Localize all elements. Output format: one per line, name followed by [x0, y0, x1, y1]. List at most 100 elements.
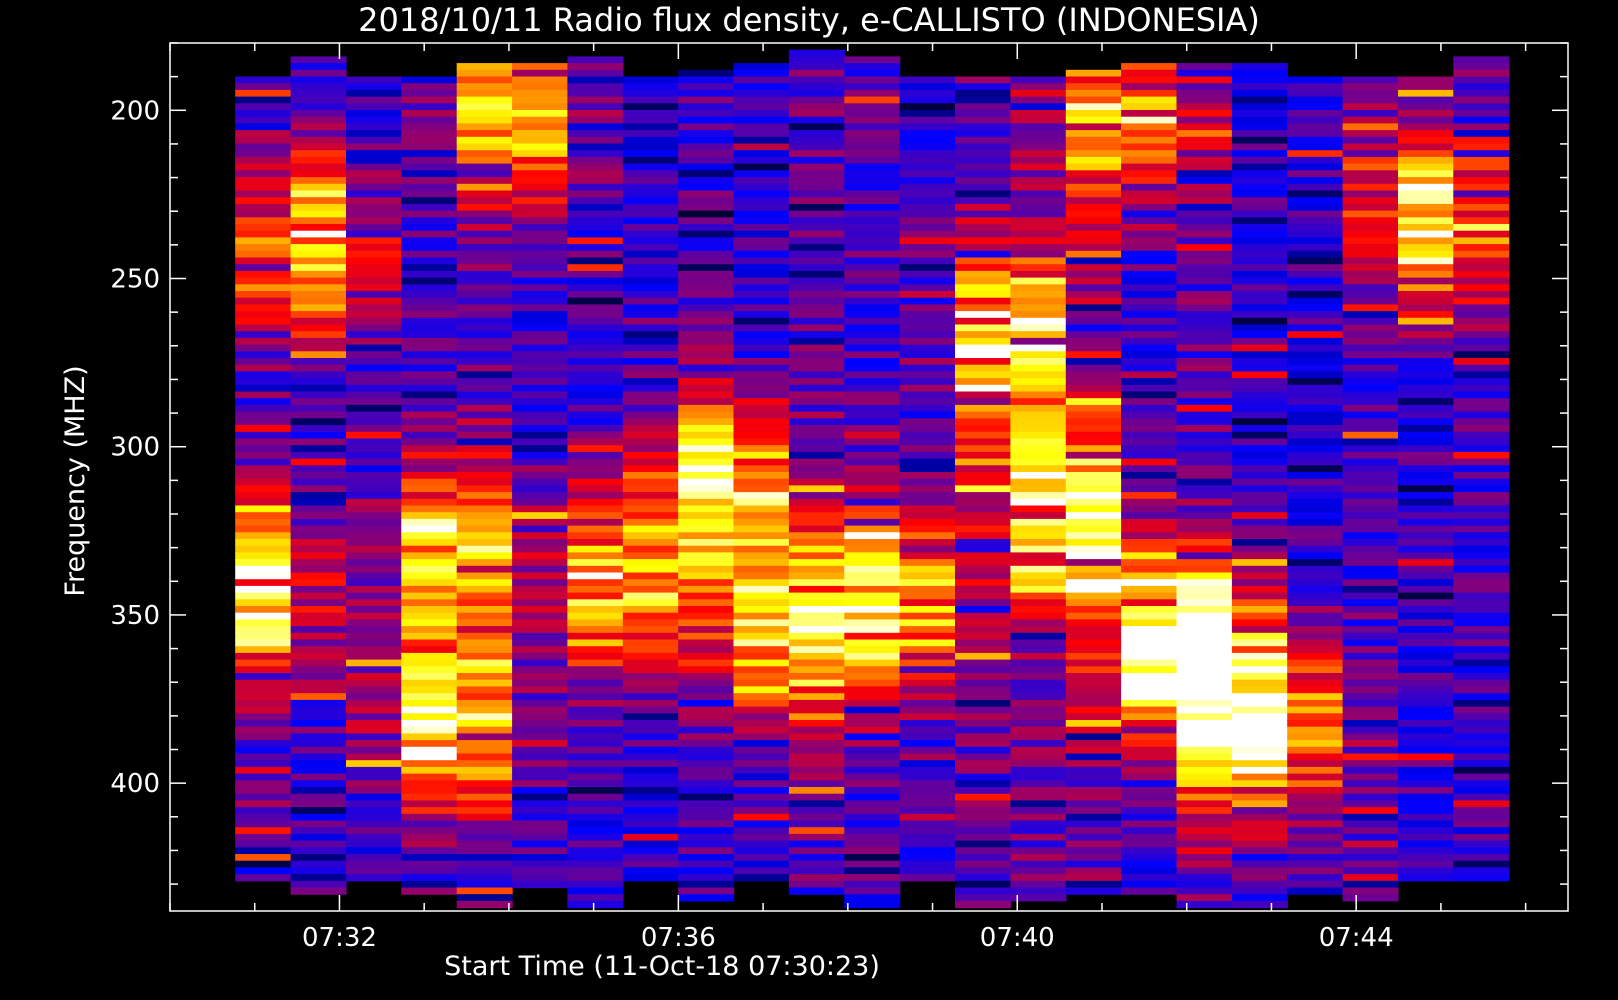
heatmap-cell — [1398, 821, 1454, 828]
heatmap-cell — [1287, 546, 1343, 553]
heatmap-cell — [1287, 633, 1343, 640]
heatmap-cell — [1066, 224, 1122, 231]
heatmap-cell — [401, 666, 457, 673]
heatmap-cell — [1121, 331, 1177, 338]
heatmap-cell — [1287, 103, 1343, 110]
heatmap-cell — [1010, 660, 1066, 667]
heatmap-cell — [623, 506, 679, 513]
heatmap-cell — [734, 686, 790, 693]
heatmap-cell — [678, 177, 734, 184]
heatmap-cell — [1287, 304, 1343, 311]
heatmap-cell — [1232, 693, 1288, 700]
heatmap-cell — [346, 418, 402, 425]
heatmap-cell — [789, 646, 845, 653]
heatmap-cell — [678, 700, 734, 707]
heatmap-cell — [512, 787, 568, 794]
heatmap-cell — [512, 351, 568, 358]
heatmap-cell — [789, 110, 845, 117]
heatmap-cell — [1066, 385, 1122, 392]
heatmap-cell — [457, 566, 513, 573]
heatmap-cell — [512, 619, 568, 626]
heatmap-cell — [1177, 170, 1233, 177]
heatmap-cell — [1398, 211, 1454, 218]
heatmap-cell — [512, 385, 568, 392]
heatmap-cell — [1343, 861, 1399, 868]
heatmap-cell — [235, 707, 291, 714]
heatmap-cell — [1232, 854, 1288, 861]
heatmap-cell — [567, 847, 623, 854]
heatmap-cell — [900, 445, 956, 452]
heatmap-cell — [567, 358, 623, 365]
heatmap-cell — [457, 211, 513, 218]
heatmap-cell — [1010, 552, 1066, 559]
heatmap-cell — [1010, 164, 1066, 171]
heatmap-cell — [789, 774, 845, 781]
heatmap-cell — [789, 452, 845, 459]
heatmap-cell — [1232, 278, 1288, 285]
heatmap-cell — [789, 77, 845, 84]
heatmap-cell — [567, 184, 623, 191]
heatmap-cell — [1453, 351, 1509, 358]
heatmap-cell — [1398, 217, 1454, 224]
heatmap-cell — [734, 532, 790, 539]
heatmap-cell — [1066, 325, 1122, 332]
heatmap-cell — [623, 184, 679, 191]
heatmap-cell — [1287, 800, 1343, 807]
heatmap-cell — [678, 526, 734, 533]
heatmap-cell — [1121, 211, 1177, 218]
heatmap-cell — [789, 626, 845, 633]
heatmap-cell — [1177, 666, 1233, 673]
heatmap-cell — [900, 713, 956, 720]
heatmap-cell — [1010, 512, 1066, 519]
heatmap-cell — [401, 640, 457, 647]
heatmap-cell — [291, 83, 347, 90]
heatmap-cell — [1121, 405, 1177, 412]
heatmap-cell — [1010, 539, 1066, 546]
heatmap-cell — [1398, 827, 1454, 834]
heatmap-cell — [1287, 90, 1343, 97]
heatmap-cell — [1010, 619, 1066, 626]
heatmap-cell — [734, 150, 790, 157]
heatmap-cell — [678, 599, 734, 606]
heatmap-cell — [1453, 459, 1509, 466]
heatmap-cell — [789, 807, 845, 814]
heatmap-cell — [900, 110, 956, 117]
heatmap-cell — [291, 291, 347, 298]
heatmap-cell — [1010, 217, 1066, 224]
heatmap-cell — [1177, 251, 1233, 258]
x-axis-label: Start Time (11-Oct-18 07:30:23) — [444, 951, 880, 982]
heatmap-cell — [678, 606, 734, 613]
heatmap-cell — [401, 713, 457, 720]
heatmap-cell — [346, 472, 402, 479]
heatmap-cell — [291, 579, 347, 586]
heatmap-cell — [291, 224, 347, 231]
heatmap-cell — [567, 780, 623, 787]
heatmap-cell — [235, 371, 291, 378]
heatmap-cell — [900, 499, 956, 506]
heatmap-cell — [457, 418, 513, 425]
heatmap-cell — [623, 425, 679, 432]
heatmap-cell — [1121, 197, 1177, 204]
heatmap-cell — [734, 854, 790, 861]
heatmap-cell — [1066, 184, 1122, 191]
heatmap-cell — [346, 646, 402, 653]
heatmap-cell — [844, 606, 900, 613]
heatmap-cell — [401, 673, 457, 680]
heatmap-cell — [567, 579, 623, 586]
heatmap-cell — [1121, 479, 1177, 486]
heatmap-cell — [346, 197, 402, 204]
heatmap-cell — [512, 197, 568, 204]
heatmap-cell — [1121, 754, 1177, 761]
heatmap-cell — [1453, 673, 1509, 680]
heatmap-cell — [1232, 646, 1288, 653]
heatmap-cell — [1343, 244, 1399, 251]
heatmap-cell — [734, 794, 790, 801]
heatmap-cell — [346, 686, 402, 693]
heatmap-cell — [844, 593, 900, 600]
heatmap-cell — [1232, 720, 1288, 727]
heatmap-cell — [955, 579, 1011, 586]
heatmap-cell — [346, 405, 402, 412]
heatmap-cell — [512, 593, 568, 600]
heatmap-cell — [1287, 867, 1343, 874]
heatmap-cell — [678, 754, 734, 761]
